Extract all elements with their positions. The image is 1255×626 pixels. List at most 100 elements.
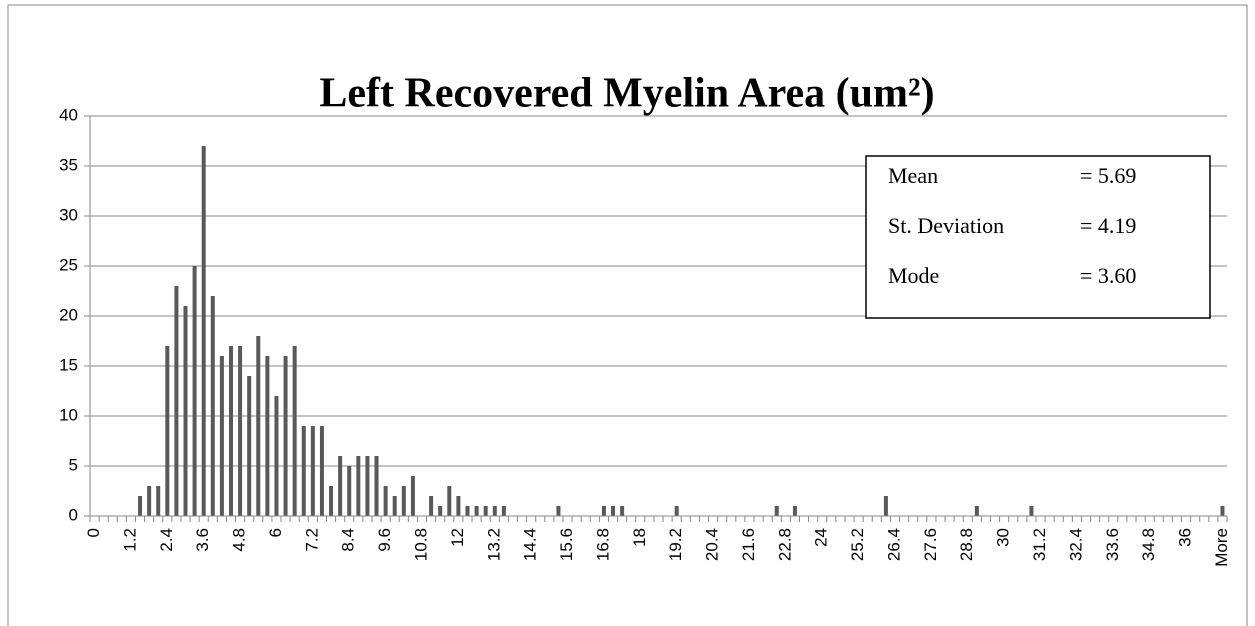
x-tick-label: 14.4: [521, 528, 540, 561]
bar: [447, 486, 452, 516]
y-tick-label: 30: [59, 205, 78, 224]
stats-box: Mean = 5.69 St. Deviation = 4.19 Mode = 3.60: [865, 155, 1211, 319]
x-tick-label: 16.8: [593, 528, 612, 561]
x-tick-label: 9.6: [375, 528, 394, 552]
stat-label: St. Deviation: [888, 213, 1004, 238]
bar: [456, 496, 461, 516]
y-tick-label: 15: [59, 355, 78, 374]
bar: [301, 426, 306, 516]
bar: [138, 496, 143, 516]
bar: [483, 506, 488, 516]
x-tick-label: 30: [994, 528, 1013, 547]
bar: [265, 356, 270, 516]
x-tick-label: 2.4: [157, 528, 176, 552]
y-tick-label: 40: [59, 105, 78, 124]
chart-border: [7, 4, 1248, 626]
bar: [292, 346, 297, 516]
x-tick-label: 4.8: [230, 528, 249, 552]
x-tick-label: 0: [84, 528, 103, 537]
bar: [438, 506, 443, 516]
x-tick-label: 24: [812, 528, 831, 547]
bar: [883, 496, 888, 516]
bar: [183, 306, 188, 516]
x-tick-label: 25.2: [848, 528, 867, 561]
x-tick-label: 36: [1176, 528, 1195, 547]
bar: [228, 346, 233, 516]
bar: [356, 456, 361, 516]
x-tick-label: More: [1212, 528, 1231, 567]
bar: [192, 266, 197, 516]
y-tick-label: 20: [59, 305, 78, 324]
bar: [611, 506, 616, 516]
x-tick-label: 7.2: [302, 528, 321, 552]
bar: [620, 506, 625, 516]
x-tick-label: 31.2: [1030, 528, 1049, 561]
bar: [219, 356, 224, 516]
bar: [374, 456, 379, 516]
chart-title: Left Recovered Myelin Area (um²): [319, 71, 934, 117]
bar: [365, 456, 370, 516]
x-tick-label: 28.8: [957, 528, 976, 561]
x-tick-label: 34.8: [1139, 528, 1158, 561]
y-tick-label: 10: [59, 405, 78, 424]
x-tick-label: 1.2: [120, 528, 139, 552]
bar: [319, 426, 324, 516]
bar: [310, 426, 315, 516]
bar: [165, 346, 170, 516]
bar: [256, 336, 261, 516]
x-tick-label: 22.8: [775, 528, 794, 561]
bar: [329, 486, 334, 516]
x-tick-label: 13.2: [484, 528, 503, 561]
x-tick-label: 33.6: [1103, 528, 1122, 561]
bar: [556, 506, 561, 516]
stats-frame: [865, 155, 1211, 319]
bar: [147, 486, 152, 516]
bar: [974, 506, 979, 516]
x-tick-label: 8.4: [339, 528, 358, 552]
stat-value: = 5.69: [1080, 163, 1136, 188]
x-tick-label: 3.6: [193, 528, 212, 552]
x-tick-label: 6: [266, 528, 285, 537]
y-tick-label: 25: [59, 255, 78, 274]
x-tick-label: 20.4: [703, 528, 722, 561]
bar: [601, 506, 606, 516]
bar: [338, 456, 343, 516]
y-tick-label: 5: [69, 455, 78, 474]
x-tick-label: 12: [448, 528, 467, 547]
x-tick-label: 10.8: [411, 528, 430, 561]
bar: [474, 506, 479, 516]
bar: [401, 486, 406, 516]
bar: [238, 346, 243, 516]
bar: [1220, 506, 1225, 516]
x-tick-label: 18: [630, 528, 649, 547]
bar: [274, 396, 279, 516]
x-tick-label: 27.6: [921, 528, 940, 561]
bar: [210, 296, 215, 516]
bar: [465, 506, 470, 516]
stat-label: Mean: [888, 163, 938, 188]
bar: [501, 506, 506, 516]
bar: [392, 496, 397, 516]
stat-label: Mode: [888, 263, 939, 288]
bar: [347, 466, 352, 516]
x-tick-label: 15.6: [557, 528, 576, 561]
bar: [429, 496, 434, 516]
bar: [174, 286, 179, 516]
stat-value: = 3.60: [1080, 263, 1136, 288]
bar: [383, 486, 388, 516]
bar: [410, 476, 415, 516]
x-tick-label: 26.4: [884, 528, 903, 561]
bar: [774, 506, 779, 516]
y-tick-label: 35: [59, 155, 78, 174]
x-tick-label: 19.2: [666, 528, 685, 561]
bar: [283, 356, 288, 516]
bar: [1029, 506, 1034, 516]
bar: [674, 506, 679, 516]
x-tick-label: 32.4: [1066, 528, 1085, 561]
y-tick-label: 0: [69, 505, 78, 524]
bar: [156, 486, 161, 516]
bar: [492, 506, 497, 516]
bar: [201, 146, 206, 516]
x-tick-label: 21.6: [739, 528, 758, 561]
